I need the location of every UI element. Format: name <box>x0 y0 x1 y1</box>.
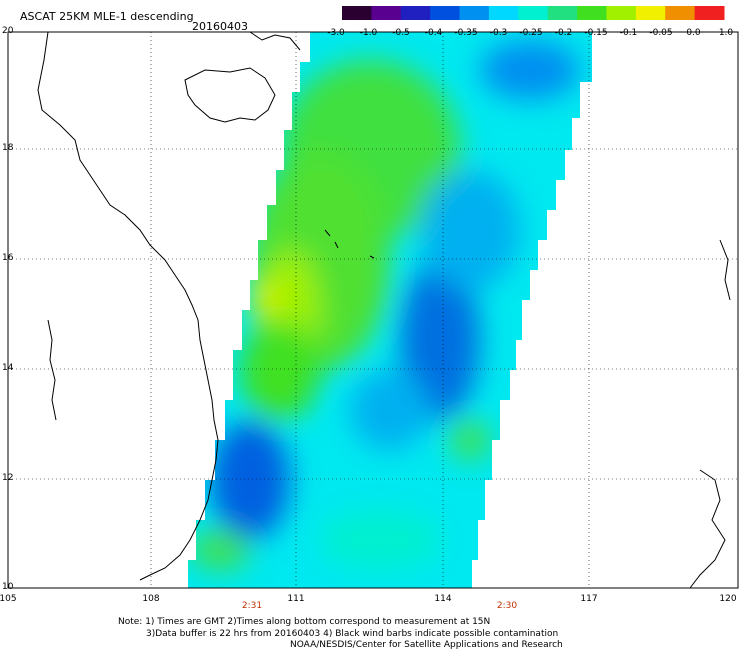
wind-data-swath <box>188 32 592 588</box>
note-line-3: NOAA/NESDIS/Center for Satellite Applica… <box>290 640 563 650</box>
note-line-2: 3)Data buffer is 22 hrs from 20160403 4)… <box>146 629 559 639</box>
lon-label: 111 <box>287 594 305 604</box>
colorbar-swatch <box>606 6 637 20</box>
colorbar-swatch <box>547 6 578 20</box>
colorbar <box>342 6 725 20</box>
lat-label: 20 <box>2 26 14 36</box>
lat-label: 10 <box>2 582 14 592</box>
lon-label: 105 <box>0 594 17 604</box>
pass-time-label: 2:30 <box>496 601 518 611</box>
colorbar-tick-label: 1.0 <box>718 28 734 38</box>
map-title: ASCAT 25KM MLE-1 descending <box>20 10 194 23</box>
colorbar-tick-label: -0.15 <box>584 28 608 38</box>
lon-label: 120 <box>719 594 737 604</box>
lat-lon-grid <box>8 32 738 588</box>
colorbar-swatch <box>577 6 607 20</box>
colorbar-tick-label: -0.5 <box>392 28 410 38</box>
lat-label: 12 <box>2 473 14 483</box>
colorbar-tick-label: -0.3 <box>489 28 508 38</box>
note-line-1: Note: 1) Times are GMT 2)Times along bot… <box>118 617 491 627</box>
lat-label: 14 <box>2 363 14 373</box>
colorbar-tick-label: -3.0 <box>327 28 345 38</box>
colorbar-tick-label: -0.25 <box>519 28 543 38</box>
colorbar-tick-label: -0.2 <box>554 28 573 38</box>
colorbar-tick-label: 0.0 <box>686 28 701 38</box>
lon-label: 108 <box>142 594 160 604</box>
map-frame <box>7 31 739 589</box>
lat-label: 18 <box>2 143 14 153</box>
colorbar-swatch <box>459 6 490 20</box>
pass-time-label: 2:31 <box>241 601 263 611</box>
colorbar-tick-label: -0.35 <box>454 28 478 38</box>
map-date: 20160403 <box>192 20 248 33</box>
colorbar-swatch <box>342 6 372 20</box>
lon-label: 114 <box>434 594 452 604</box>
colorbar-tick-label: -0.1 <box>619 28 638 38</box>
coastline <box>37 31 731 589</box>
lon-label: 117 <box>580 594 598 604</box>
colorbar-swatch <box>371 6 402 20</box>
colorbar-swatch <box>400 6 431 20</box>
colorbar-tick-label: -1.0 <box>359 28 378 38</box>
colorbar-tick-label: -0.4 <box>424 28 443 38</box>
colorbar-swatch <box>430 6 461 20</box>
colorbar-swatch <box>488 6 519 20</box>
lat-label: 16 <box>2 253 14 263</box>
colorbar-swatch <box>694 6 725 20</box>
colorbar-swatch <box>518 6 549 20</box>
colorbar-swatch <box>665 6 696 20</box>
colorbar-swatch <box>635 6 666 20</box>
colorbar-tick-label: -0.05 <box>649 28 673 38</box>
